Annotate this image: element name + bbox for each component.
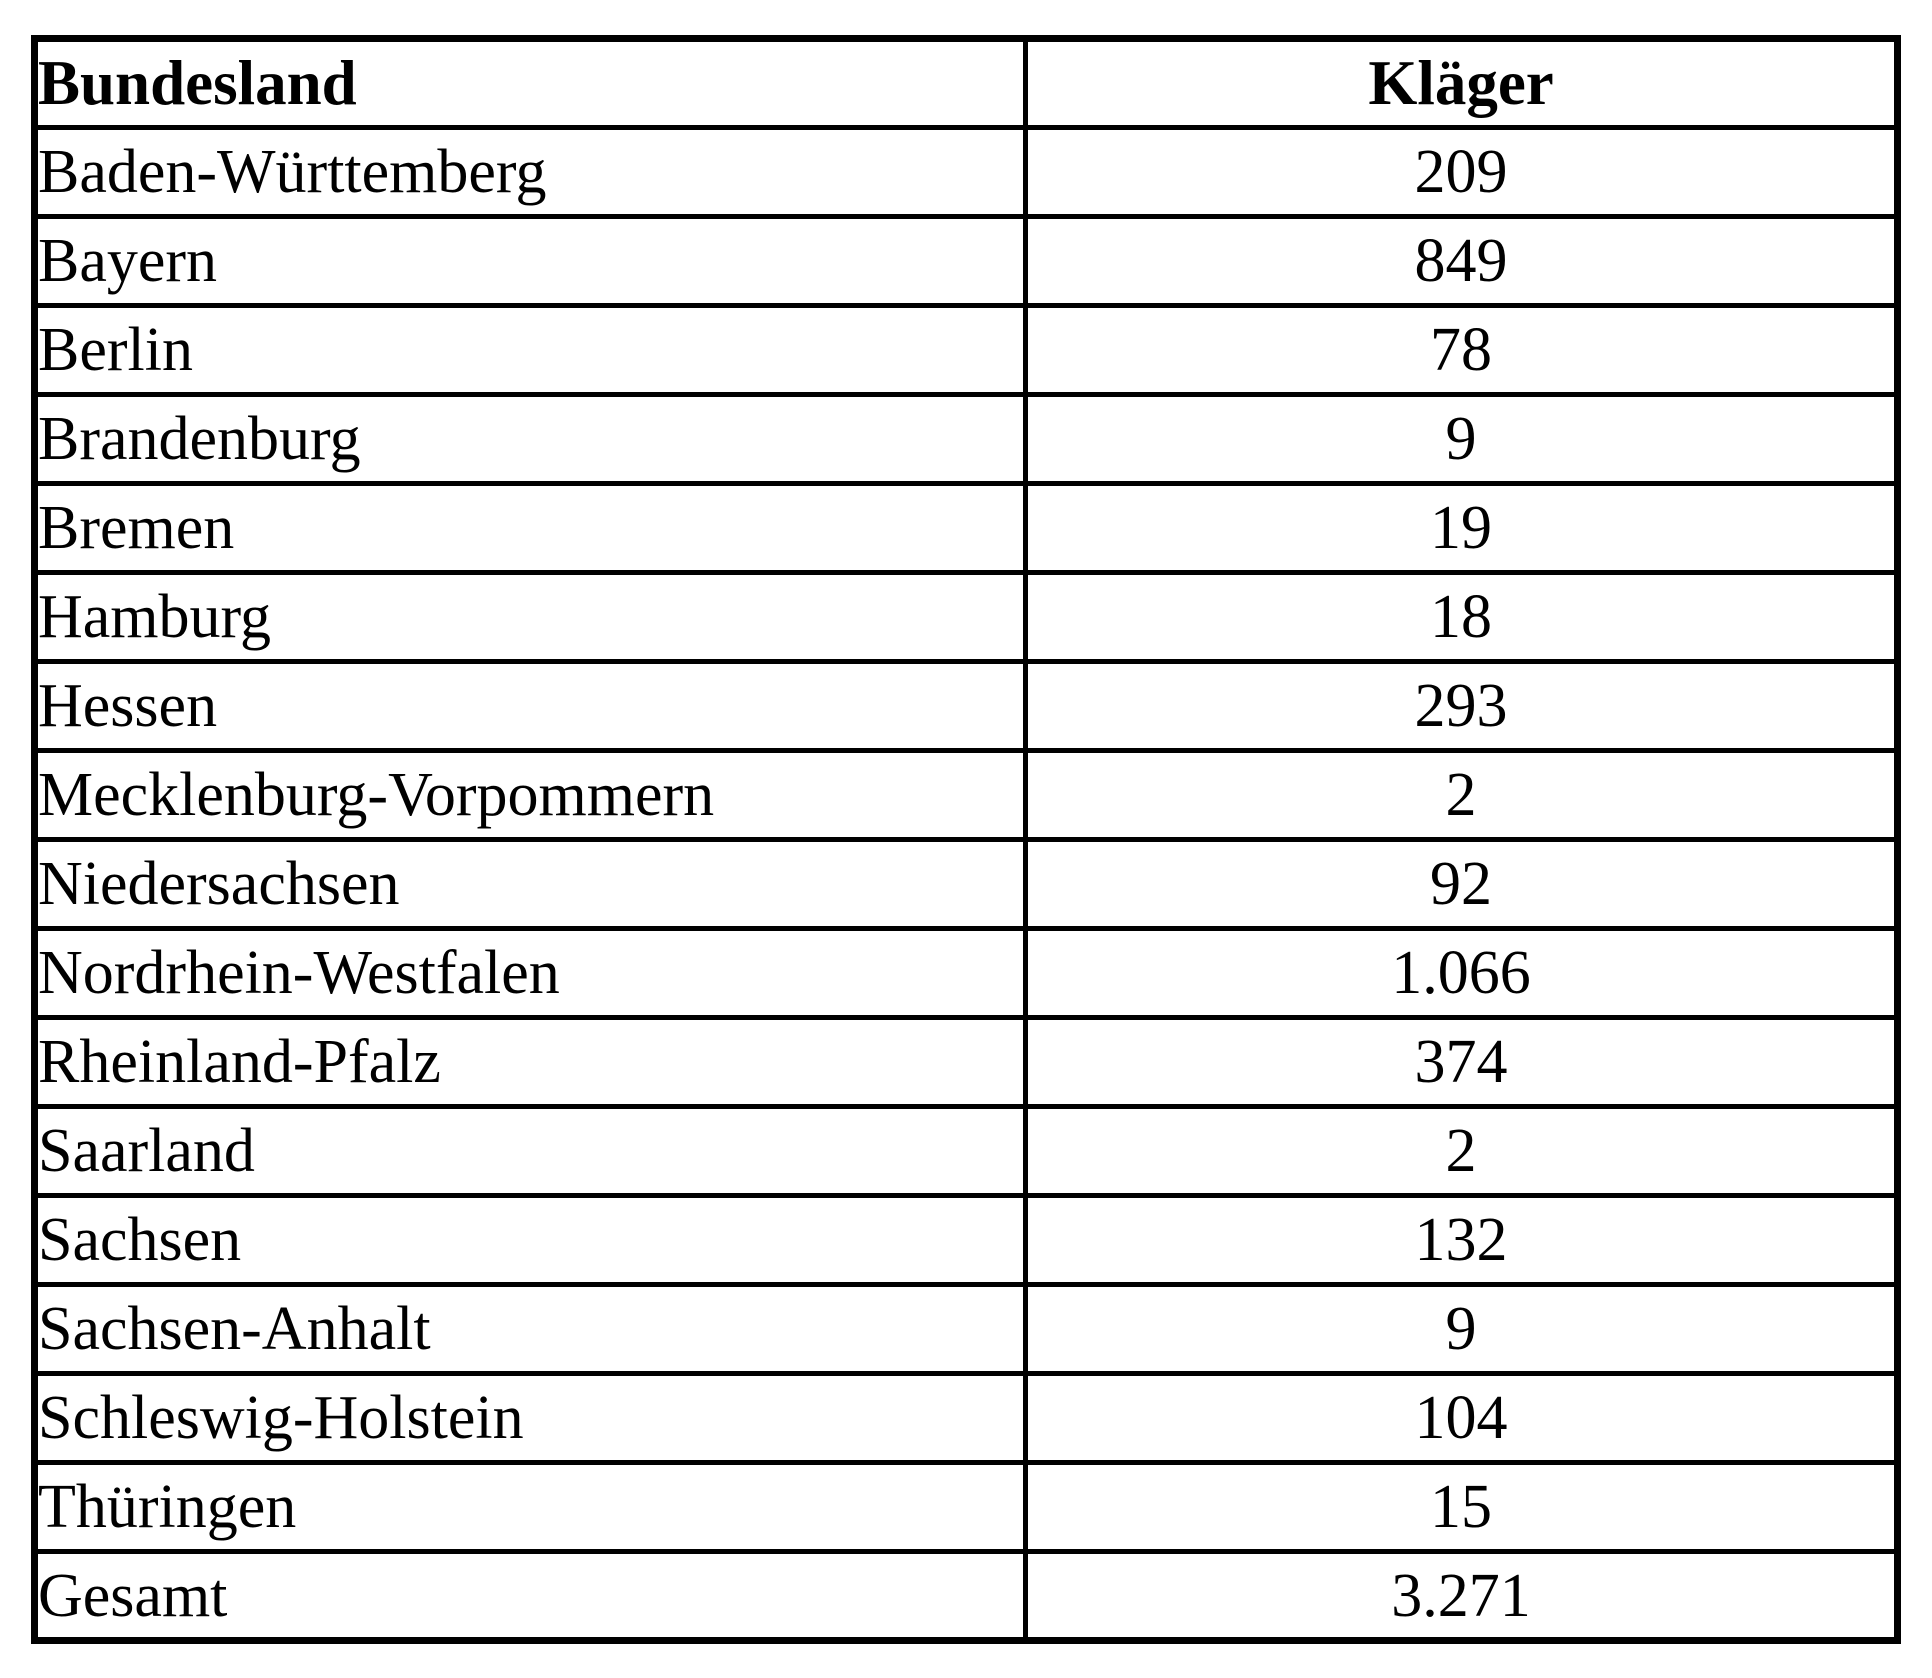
table-row: Baden-Württemberg 209	[31, 125, 1900, 219]
bundesland-cell: Schleswig-Holstein	[31, 1371, 1029, 1465]
bundesland-cell: Bremen	[31, 481, 1029, 575]
bundesland-cell: Hessen	[31, 659, 1029, 753]
bundesland-cell: Niedersachsen	[31, 837, 1029, 931]
bundesland-cell: Rheinland-Pfalz	[31, 1015, 1029, 1109]
bundesland-cell: Baden-Württemberg	[31, 125, 1029, 219]
klaeger-cell: 2	[1023, 748, 1900, 842]
bundesland-cell: Hamburg	[31, 570, 1029, 664]
bundesland-cell: Sachsen	[31, 1193, 1029, 1287]
table-row: Bayern 849	[31, 214, 1900, 308]
table-row: Brandenburg 9	[31, 392, 1900, 486]
table-row: Mecklenburg-Vorpommern 2	[31, 748, 1900, 842]
bundesland-cell: Bayern	[31, 214, 1029, 308]
klaeger-cell: 374	[1023, 1015, 1900, 1109]
table-row: Nordrhein-Westfalen 1.066	[31, 926, 1900, 1020]
table-row: Rheinland-Pfalz 374	[31, 1015, 1900, 1109]
klaeger-cell: 104	[1023, 1371, 1900, 1465]
klaeger-cell: 132	[1023, 1193, 1900, 1287]
bundesland-cell: Thüringen	[31, 1460, 1029, 1554]
klaeger-cell: 849	[1023, 214, 1900, 308]
klaeger-cell: 9	[1023, 392, 1900, 486]
table-row: Saarland 2	[31, 1104, 1900, 1198]
klaeger-table: Bundesland Kläger Baden-Württemberg 209 …	[31, 35, 1901, 1644]
klaeger-cell: 2	[1023, 1104, 1900, 1198]
bundesland-cell: Sachsen-Anhalt	[31, 1282, 1029, 1376]
table-row: Schleswig-Holstein 104	[31, 1371, 1900, 1465]
bundesland-cell: Brandenburg	[31, 392, 1029, 486]
table-row: Bremen 19	[31, 481, 1900, 575]
table-row-total: Gesamt 3.271	[31, 1549, 1900, 1643]
bundesland-cell: Saarland	[31, 1104, 1029, 1198]
table-row: Hessen 293	[31, 659, 1900, 753]
table-row: Niedersachsen 92	[31, 837, 1900, 931]
klaeger-cell: 19	[1023, 481, 1900, 575]
bundesland-cell: Nordrhein-Westfalen	[31, 926, 1029, 1020]
table-row: Hamburg 18	[31, 570, 1900, 664]
klaeger-cell: 18	[1023, 570, 1900, 664]
table-row: Berlin 78	[31, 303, 1900, 397]
klaeger-cell: 209	[1023, 125, 1900, 219]
bundesland-cell: Berlin	[31, 303, 1029, 397]
table-row: Sachsen 132	[31, 1193, 1900, 1287]
bundesland-cell: Mecklenburg-Vorpommern	[31, 748, 1029, 842]
table-row: Thüringen 15	[31, 1460, 1900, 1554]
table-row: Sachsen-Anhalt 9	[31, 1282, 1900, 1376]
header-bundesland: Bundesland	[31, 36, 1029, 130]
klaeger-cell: 3.271	[1023, 1549, 1900, 1643]
klaeger-cell: 92	[1023, 837, 1900, 931]
header-klaeger: Kläger	[1023, 36, 1900, 130]
klaeger-cell: 293	[1023, 659, 1900, 753]
bundesland-cell: Gesamt	[31, 1549, 1029, 1643]
klaeger-cell: 1.066	[1023, 926, 1900, 1020]
klaeger-cell: 78	[1023, 303, 1900, 397]
table-header-row: Bundesland Kläger	[31, 36, 1900, 130]
klaeger-cell: 15	[1023, 1460, 1900, 1554]
klaeger-cell: 9	[1023, 1282, 1900, 1376]
